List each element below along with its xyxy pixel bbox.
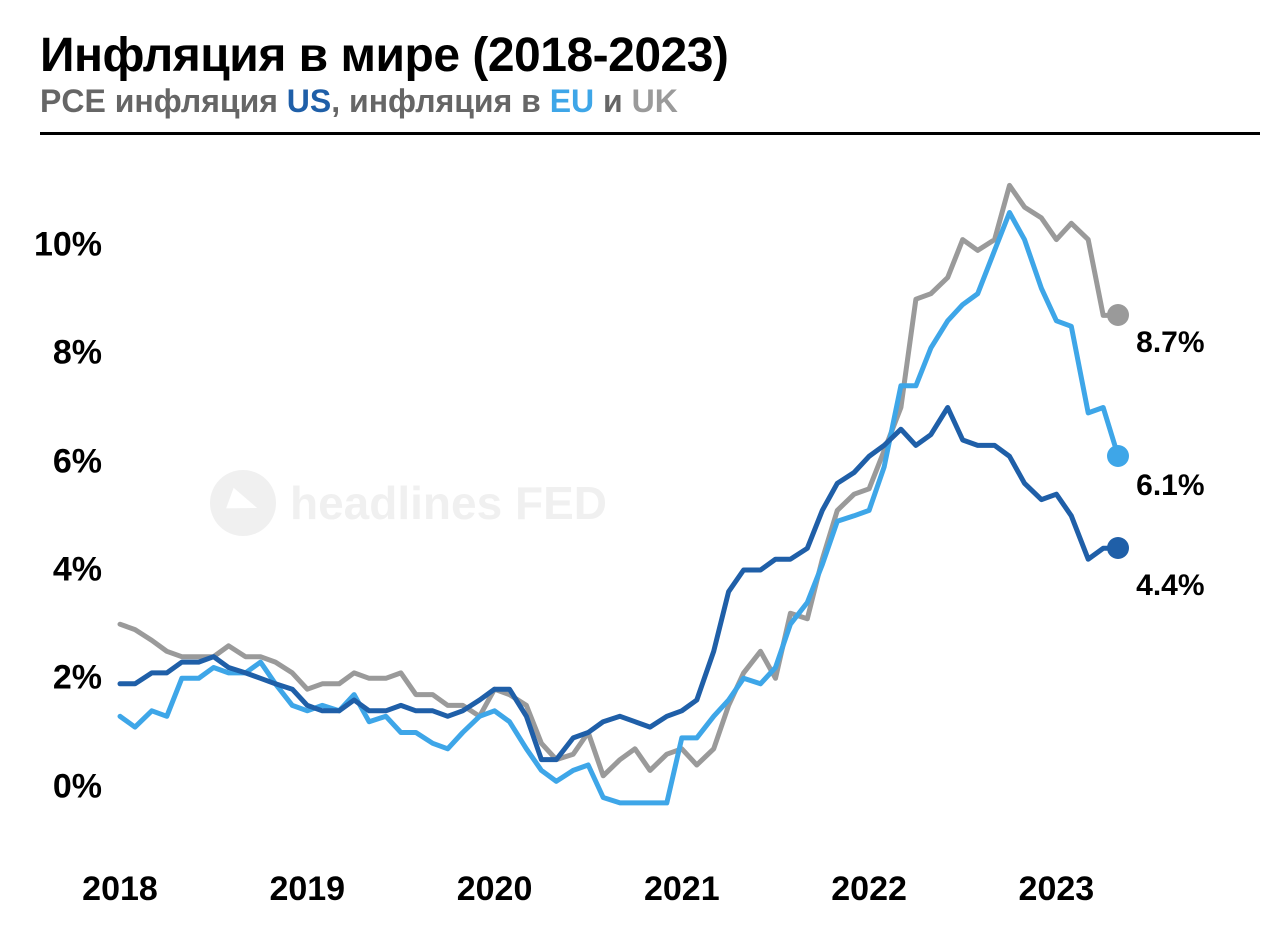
series-us: [120, 408, 1118, 760]
end-label-eu: 6.1%: [1136, 469, 1204, 503]
end-dot-eu: [1107, 445, 1129, 467]
end-label-us: 4.4%: [1136, 569, 1204, 603]
telegram-icon: [210, 470, 276, 536]
y-tick: 0%: [0, 767, 102, 806]
line-chart: [0, 0, 1170, 850]
y-tick: 6%: [0, 442, 102, 481]
x-tick: 2020: [457, 870, 533, 909]
end-label-uk: 8.7%: [1136, 326, 1204, 360]
y-tick: 2%: [0, 659, 102, 698]
end-dot-uk: [1107, 304, 1129, 326]
y-tick: 8%: [0, 334, 102, 373]
watermark: headlines FED: [210, 470, 607, 536]
chart-container: { "title": "Инфляция в мире (2018-2023)"…: [0, 0, 1280, 951]
watermark-text: headlines FED: [290, 476, 607, 530]
x-tick: 2019: [269, 870, 345, 909]
x-tick: 2023: [1019, 870, 1095, 909]
x-tick: 2021: [644, 870, 720, 909]
end-dot-us: [1107, 537, 1129, 559]
x-tick: 2022: [831, 870, 907, 909]
x-tick: 2018: [82, 870, 158, 909]
y-tick: 4%: [0, 551, 102, 590]
y-tick: 10%: [0, 226, 102, 265]
